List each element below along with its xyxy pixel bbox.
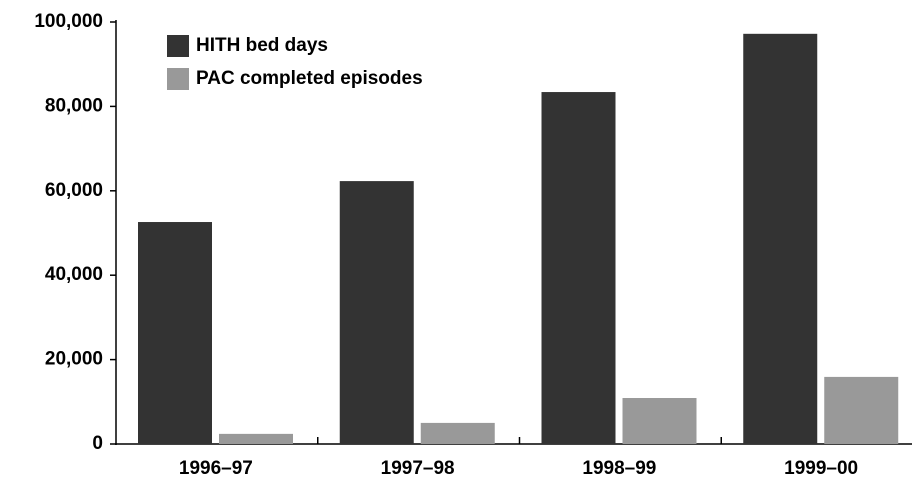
bar [138, 222, 212, 444]
y-tick-label: 40,000 [45, 264, 103, 285]
bar [219, 433, 293, 444]
x-tick-label: 1997–98 [381, 458, 455, 479]
x-tick-label: 1996–97 [179, 458, 253, 479]
y-tick-label: 0 [92, 433, 103, 454]
bar [339, 181, 414, 444]
y-tick-label: 100,000 [34, 11, 103, 32]
bar [622, 398, 697, 444]
y-tick-label: 20,000 [45, 349, 103, 370]
legend-swatch [167, 68, 189, 90]
x-tick-label: 1999–00 [784, 458, 858, 479]
y-tick-label: 60,000 [45, 180, 103, 201]
legend-label: HITH bed days [196, 35, 328, 56]
legend-label: PAC completed episodes [196, 68, 423, 89]
x-tick-label: 1998–99 [582, 458, 656, 479]
bar [824, 376, 899, 444]
bar [743, 33, 818, 444]
legend-swatch [167, 35, 189, 57]
bar [420, 422, 495, 444]
y-tick-label: 80,000 [45, 95, 103, 116]
bar [541, 92, 616, 444]
